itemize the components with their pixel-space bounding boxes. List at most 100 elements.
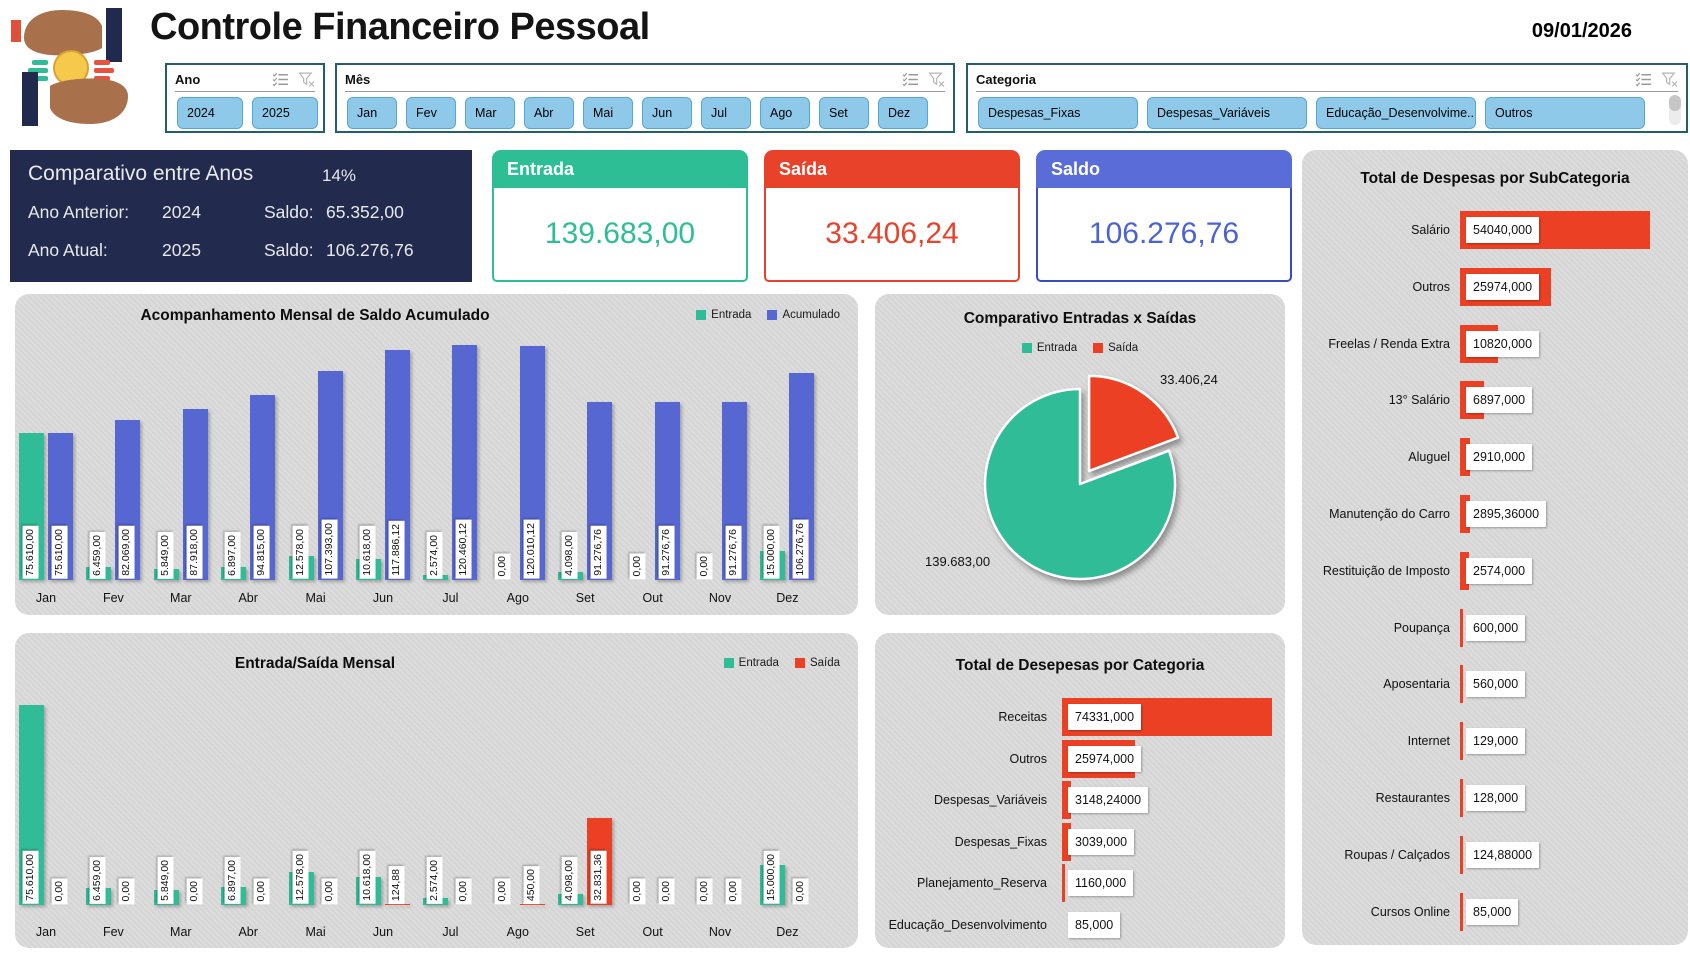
slicer-ano: Ano 2024 2025 [165, 63, 325, 133]
bar-value-label: 91.276,76 [726, 526, 742, 579]
category-label: Manutenção do Carro [1329, 507, 1450, 521]
ano-anterior-value: 2024 [162, 202, 201, 222]
saldo-anterior-label: Saldo: [264, 202, 314, 222]
chart-total-subcategoria: Total de Despesas por SubCategoria Salár… [1302, 150, 1688, 945]
bar-value-label: 75.610,00 [52, 526, 68, 579]
category-value: 74331,000 [1068, 704, 1142, 730]
bar-value-label: 0,00 [629, 552, 646, 579]
pie-label-saida: 33.406,24 [1160, 372, 1218, 387]
x-axis-label: Abr [238, 925, 258, 939]
bar-value-label: 0,00 [254, 877, 270, 904]
bar-value-label: 124,88 [389, 865, 405, 904]
category-bar [1062, 781, 1071, 820]
page-title: Controle Financeiro Pessoal [150, 6, 650, 48]
category-bar [1460, 495, 1471, 533]
slicer-button-despesas-vari-veis[interactable]: Despesas_Variáveis [1147, 97, 1307, 129]
bar-value-label: 120.460,12 [456, 520, 472, 579]
bar-value-label: 12.578,00 [292, 851, 309, 904]
slicer-categoria-label: Categoria [976, 71, 1036, 87]
bar-value-label: 82.069,00 [119, 526, 135, 579]
x-axis-label: Jan [35, 591, 57, 605]
slicer-button-set[interactable]: Set [819, 97, 869, 129]
category-value: 25974,000 [1466, 273, 1540, 300]
comparativo-panel: Comparativo entre Anos 14% Ano Anterior:… [10, 150, 472, 282]
category-bar [1460, 779, 1463, 817]
x-axis-label: Abr [238, 591, 258, 605]
clear-filter-icon[interactable] [298, 71, 315, 88]
category-label: Outros [1009, 751, 1047, 766]
bar-value-label: 4.098,00 [562, 857, 578, 904]
slicer-button-2024[interactable]: 2024 [177, 97, 243, 129]
category-row: Planejamento_Reserva 1160,000 [875, 864, 1285, 903]
bar-value-label: 0,00 [52, 877, 68, 904]
clear-filter-icon[interactable] [928, 71, 945, 88]
bar-value-label: 15.000,00 [764, 526, 780, 579]
slicer-ano-header: Ano [175, 67, 315, 92]
slicer-button-despesas-fixas[interactable]: Despesas_Fixas [978, 97, 1138, 129]
saldo-atual-label: Saldo: [264, 240, 314, 260]
chart-comparativo-pie: Comparativo Entradas x Saídas Entrada Sa… [875, 294, 1285, 615]
slicer-button-2025[interactable]: 2025 [252, 97, 318, 129]
slicer-button-ago[interactable]: Ago [760, 97, 810, 129]
bar-value-label: 2.574,00 [427, 857, 443, 904]
chart-legend: Entrada Saída [723, 657, 840, 669]
slicer-button-jun[interactable]: Jun [642, 97, 692, 129]
legend-entrada: Entrada [1021, 342, 1077, 354]
slicer-mes-header: Mês [345, 67, 945, 92]
category-value: 6897,000 [1466, 387, 1533, 414]
saldo-anterior-value: 65.352,00 [326, 202, 404, 222]
category-bar [1460, 551, 1469, 590]
category-row: Restituição de Imposto 2574,000 [1302, 551, 1688, 590]
bar-value-label: 0,00 [658, 877, 675, 904]
category-row: Aluguel 2910,000 [1302, 438, 1688, 477]
multiselect-icon[interactable] [272, 71, 289, 88]
category-row: Outros 25974,000 [1302, 267, 1688, 306]
bar-value-label: 5.849,00 [157, 857, 174, 904]
bar-value-label: 0,00 [629, 877, 646, 904]
bar-value-label: 120.010,12 [523, 520, 540, 579]
category-value: 10820,000 [1466, 330, 1540, 357]
chart-title: Total de Desepesas por Categoria [955, 657, 1205, 674]
category-row: Manutenção do Carro 2895,36000 [1302, 495, 1688, 533]
slicer-button-fev[interactable]: Fev [406, 97, 456, 129]
entrada-swatch [1021, 343, 1032, 353]
bar-value-label: 117.886,12 [389, 521, 405, 579]
category-label: Aluguel [1408, 450, 1450, 465]
categoria-scrollbar[interactable] [1669, 95, 1681, 125]
category-bar [1460, 892, 1463, 931]
category-bar [1460, 438, 1471, 477]
category-label: Despesas_Fixas [954, 834, 1047, 849]
slicer-button-dez[interactable]: Dez [878, 97, 928, 129]
multiselect-icon[interactable] [902, 71, 919, 88]
chart-title: Total de Despesas por SubCategoria [1360, 170, 1630, 187]
category-value: 85,000 [1068, 912, 1121, 938]
clear-filter-icon[interactable] [1661, 71, 1678, 88]
bar-value-label: 6.897,00 [225, 532, 241, 579]
slicer-button-jan[interactable]: Jan [347, 97, 397, 129]
category-bar [1460, 665, 1463, 704]
slicer-button-educa-o-desenvolvime-[interactable]: Educação_Desenvolvime... [1316, 97, 1476, 129]
bar-value-label: 12.578,00 [292, 526, 309, 579]
legend-entrada: Entrada [696, 309, 751, 321]
category-value: 25974,000 [1068, 745, 1142, 772]
kpi-card-saida: Saída 33.406,24 [764, 150, 1020, 282]
slicer-button-mar[interactable]: Mar [465, 97, 515, 129]
x-axis-label: Dez [776, 591, 799, 605]
saida-swatch [794, 658, 805, 668]
category-label: Salário [1411, 223, 1450, 237]
chart-legend: Entrada Saída [875, 342, 1285, 354]
pie-chart [983, 374, 1180, 581]
slicer-button-jul[interactable]: Jul [701, 97, 751, 129]
legend-saida: Saída [794, 657, 840, 669]
x-axis-label: Set [575, 925, 595, 939]
slicer-button-mai[interactable]: Mai [583, 97, 633, 129]
bar-value-label: 91.276,76 [591, 526, 607, 579]
multiselect-icon[interactable] [1635, 71, 1652, 88]
ano-atual-value: 2025 [162, 240, 201, 260]
slicer-button-abr[interactable]: Abr [524, 97, 574, 129]
slicer-button-outros[interactable]: Outros [1485, 97, 1645, 129]
category-label: Internet [1407, 734, 1450, 749]
kpi-entrada-header: Entrada [492, 150, 748, 188]
category-row: Despesas_Fixas 3039,000 [875, 822, 1285, 861]
category-row: Internet 129,000 [1302, 722, 1688, 761]
